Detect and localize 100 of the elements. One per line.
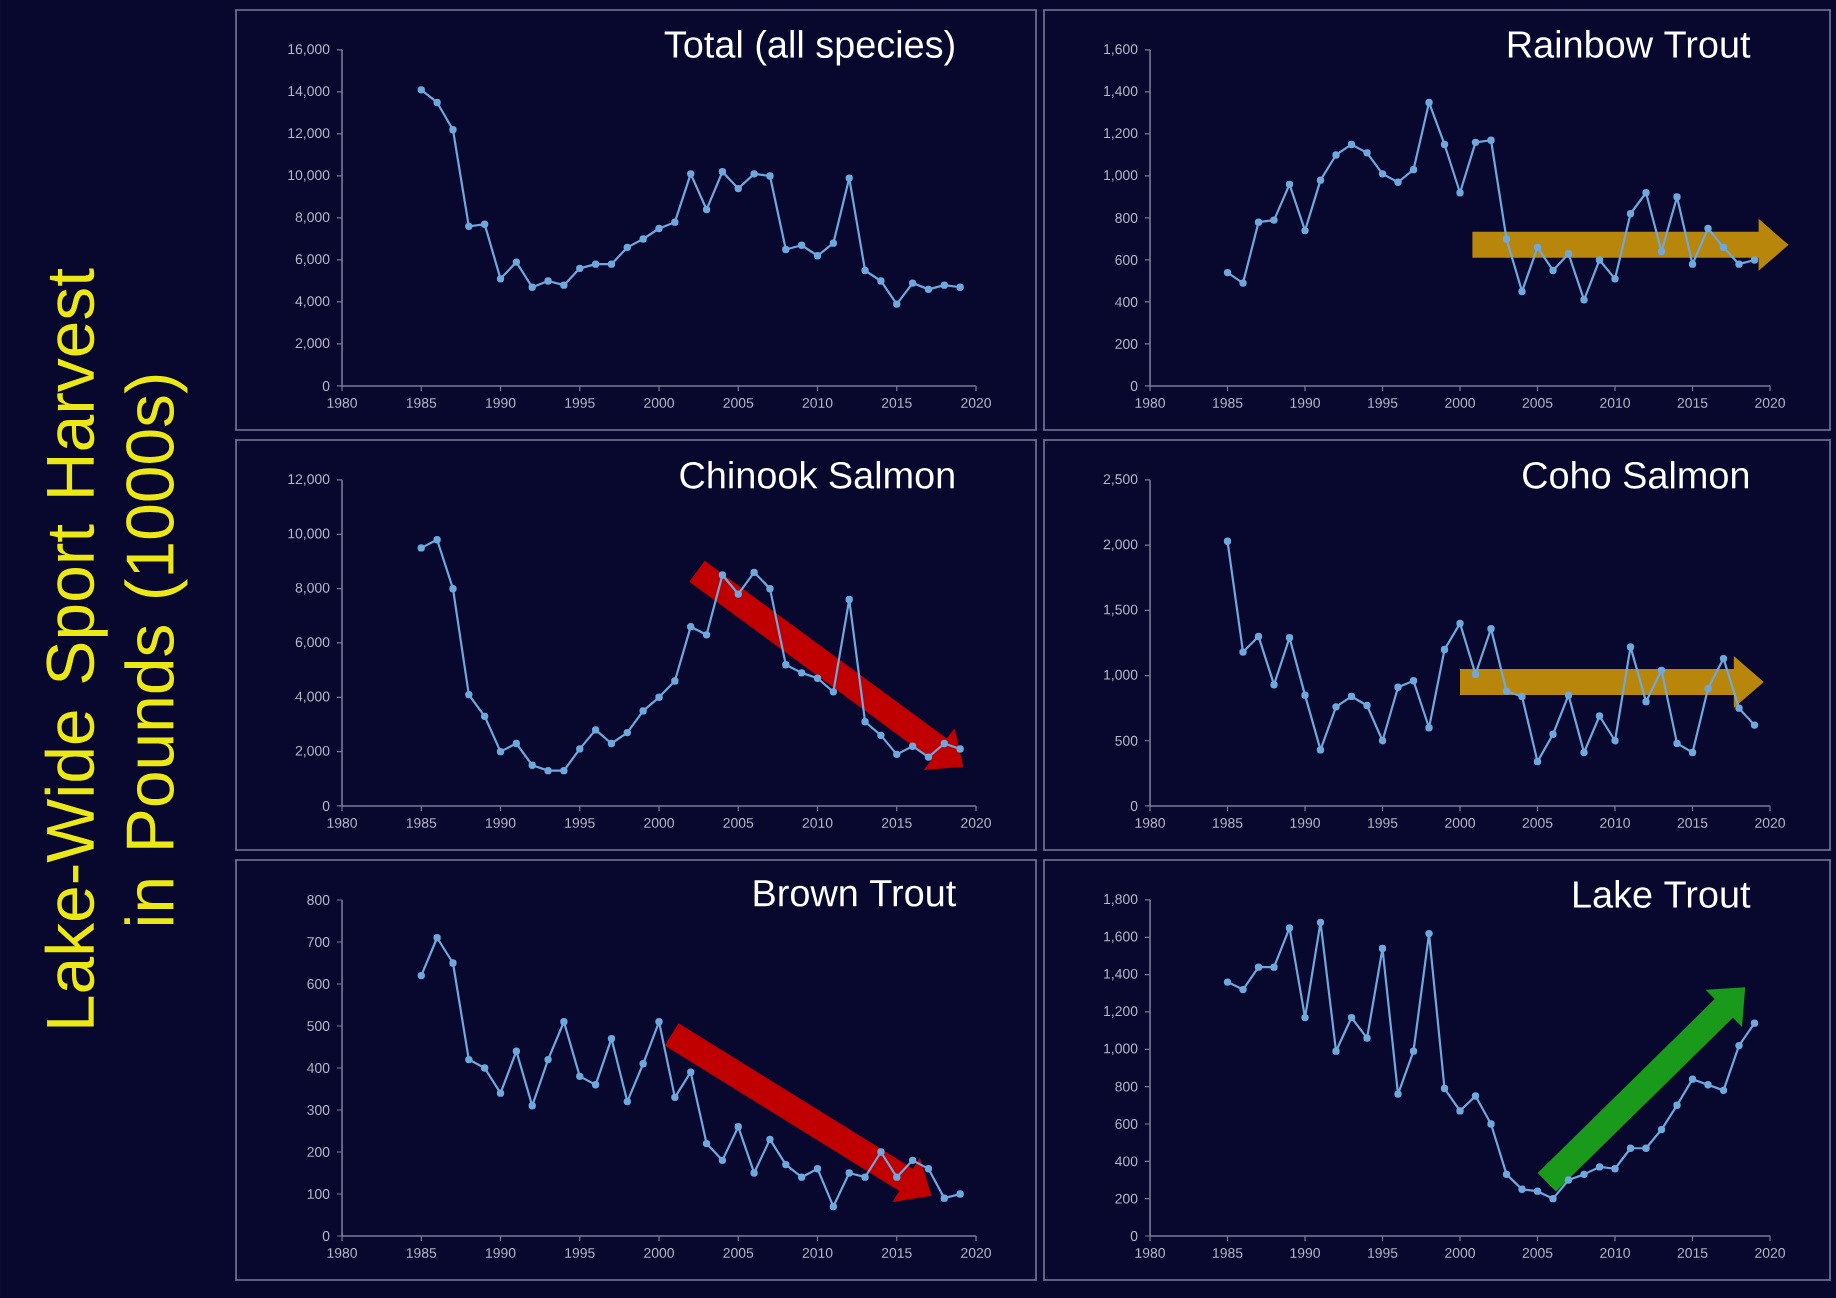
point — [1704, 224, 1712, 233]
chart-title: Chinook Salmon — [680, 460, 954, 489]
point — [1425, 929, 1433, 938]
point — [1673, 1101, 1681, 1109]
point — [671, 218, 679, 226]
point — [702, 1139, 711, 1148]
point — [1611, 737, 1619, 745]
point — [893, 750, 901, 759]
point — [1347, 140, 1356, 149]
point — [433, 536, 441, 544]
point — [1440, 645, 1449, 654]
point — [1735, 704, 1743, 712]
point — [956, 1190, 964, 1198]
point — [1394, 178, 1402, 186]
point — [1533, 757, 1542, 766]
point — [1394, 683, 1402, 691]
point — [1750, 721, 1759, 729]
point — [1471, 138, 1480, 147]
point — [1626, 210, 1635, 218]
point — [893, 1173, 901, 1181]
point — [465, 690, 473, 699]
point — [1735, 1041, 1743, 1050]
point — [1657, 1125, 1666, 1134]
point — [1254, 218, 1263, 226]
point — [908, 1156, 917, 1165]
point — [1657, 247, 1666, 256]
point — [1595, 712, 1604, 720]
point — [496, 747, 505, 756]
chart-title: Coho Salmon — [1523, 460, 1749, 489]
point — [1316, 918, 1325, 927]
point — [544, 277, 552, 285]
point — [1750, 256, 1759, 264]
point — [560, 766, 568, 775]
point — [1239, 985, 1247, 994]
point — [639, 235, 647, 243]
point — [480, 220, 489, 228]
point — [1564, 691, 1573, 699]
y-axis-title: Lake-Wide Sport Harvest in Pounds (1000s) — [44, 268, 188, 1027]
point — [845, 174, 853, 182]
point — [512, 258, 521, 266]
point — [1347, 692, 1356, 701]
point — [496, 275, 505, 283]
point — [1270, 216, 1278, 224]
point — [924, 285, 933, 294]
point — [1580, 1170, 1588, 1179]
point — [1719, 243, 1728, 252]
point — [734, 1123, 742, 1131]
point — [1378, 737, 1387, 745]
point — [1332, 703, 1340, 711]
point — [1564, 1176, 1573, 1184]
point — [655, 693, 663, 701]
point — [924, 753, 933, 761]
chart-title: Brown Trout — [754, 880, 957, 907]
point — [734, 184, 742, 193]
point — [1239, 279, 1247, 287]
point — [512, 739, 521, 748]
point — [1688, 260, 1697, 268]
point — [560, 281, 568, 289]
point — [1487, 136, 1495, 144]
point — [576, 1072, 584, 1081]
point — [940, 1194, 949, 1202]
point — [607, 260, 616, 268]
point — [718, 571, 727, 579]
point — [1332, 1047, 1340, 1055]
point — [449, 584, 457, 593]
point — [956, 283, 964, 291]
point — [1549, 266, 1557, 275]
point — [1688, 1075, 1697, 1083]
point — [908, 742, 917, 750]
point — [623, 1097, 632, 1106]
point — [1301, 1013, 1309, 1022]
point — [766, 1135, 774, 1144]
point — [1270, 963, 1278, 971]
point — [528, 1102, 536, 1110]
point — [1750, 1019, 1759, 1027]
point — [1564, 249, 1573, 258]
point — [449, 959, 457, 967]
point — [607, 739, 616, 748]
point — [1673, 193, 1681, 201]
point — [782, 1160, 790, 1169]
point — [782, 661, 790, 669]
point — [877, 1148, 885, 1156]
point — [718, 1156, 727, 1165]
point — [1471, 1092, 1480, 1100]
point — [829, 239, 838, 247]
point — [1347, 1013, 1356, 1022]
point — [1425, 724, 1433, 732]
chart-title: Lake Trout — [1574, 880, 1751, 908]
point — [496, 1089, 505, 1097]
point — [560, 1018, 568, 1026]
point — [829, 1202, 838, 1211]
point — [1425, 98, 1433, 107]
point — [512, 1047, 521, 1055]
point — [1642, 697, 1650, 706]
point — [702, 631, 711, 639]
point — [1223, 268, 1232, 277]
point — [480, 712, 489, 721]
point — [1518, 1185, 1526, 1193]
point — [1657, 666, 1666, 675]
point — [1223, 537, 1232, 545]
